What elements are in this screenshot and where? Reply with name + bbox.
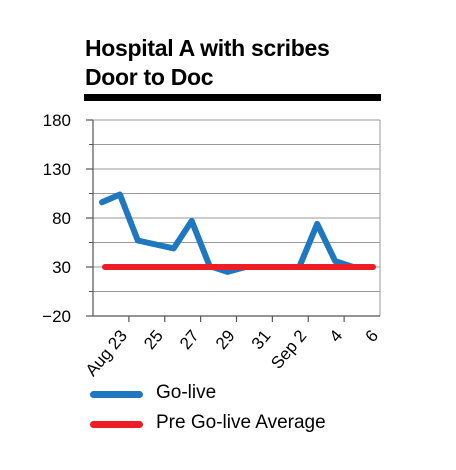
x-tick-label: 4 — [326, 326, 347, 345]
legend-swatch-go-live — [90, 391, 143, 398]
x-tick-label: 6 — [361, 326, 382, 345]
legend-item-pre-go-live-average: Pre Go-live Average — [90, 410, 410, 438]
x-tick-label: Sep 2 — [267, 326, 310, 372]
y-tick-label: 30 — [52, 258, 71, 277]
legend-swatch-pre-go-live-average — [90, 421, 143, 428]
x-tick-label: 25 — [140, 326, 167, 353]
series-lines — [99, 191, 376, 275]
chart-title: Hospital A with scribes Door to Doc — [85, 35, 330, 90]
axes — [86, 119, 381, 322]
x-tick-label: 29 — [212, 326, 239, 353]
x-tick-label: 27 — [176, 326, 203, 353]
y-tick-label: 80 — [52, 209, 71, 228]
x-tick-label: Aug 23 — [82, 326, 131, 379]
y-tick-label: 130 — [43, 160, 71, 179]
legend-label-go-live: Go-live — [156, 382, 217, 403]
y-tick-label: −20 — [42, 307, 71, 326]
legend-item-go-live: Go-live — [90, 380, 410, 408]
series-line-go-live — [99, 191, 374, 275]
y-tick-label: 180 — [43, 111, 71, 130]
title-rule — [84, 94, 381, 101]
legend-label-pre-go-live-average: Pre Go-live Average — [156, 412, 326, 433]
x-tick-label: 31 — [248, 326, 275, 353]
y-tick-labels: 180 130 80 30 −20 — [42, 111, 71, 326]
